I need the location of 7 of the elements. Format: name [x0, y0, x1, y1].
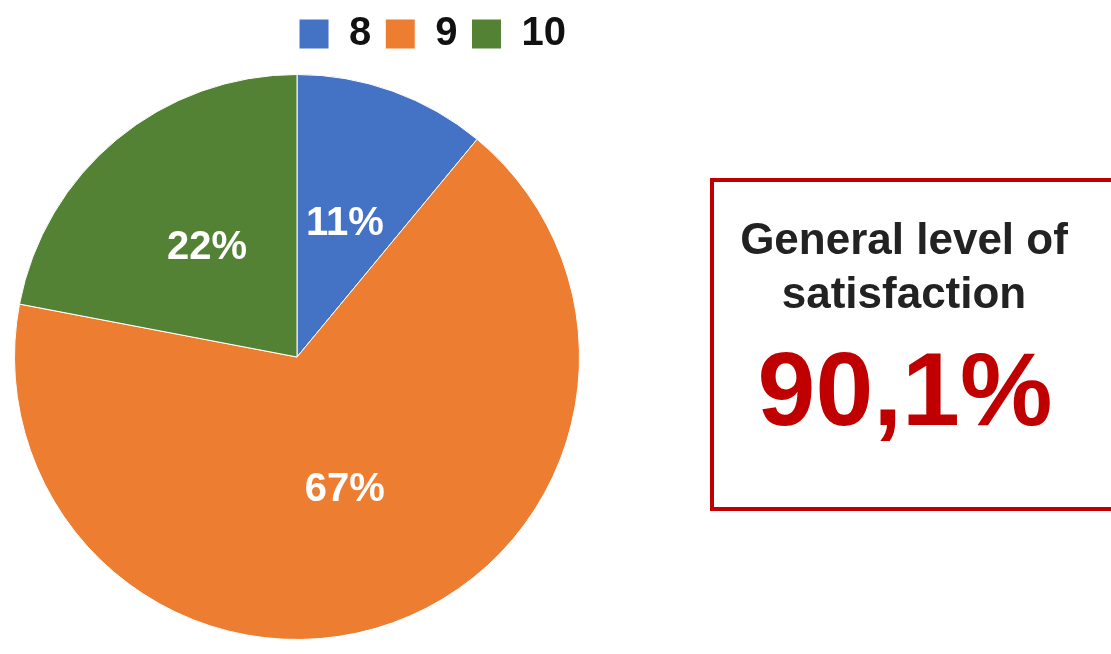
legend-label: 9	[435, 9, 458, 54]
legend-label: 8	[349, 9, 372, 54]
outline-box: General level of satisfaction 90,1%	[710, 178, 1111, 511]
legend-label: 10	[521, 9, 567, 54]
data-label: 11%	[305, 199, 384, 244]
data-label: 22%	[166, 223, 247, 268]
data-label: 67%	[304, 464, 385, 509]
